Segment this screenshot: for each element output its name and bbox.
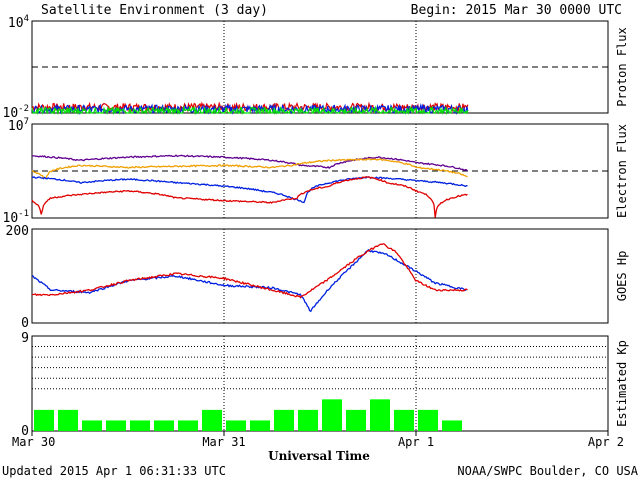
kp-bar [418,409,438,431]
y-tick-label: 200 [6,224,29,239]
electron-flux-y-label: Electron Flux [615,124,629,218]
kp-bar [250,420,270,431]
updated-label: Updated 2015 Apr 1 06:31:33 UTC [2,464,226,478]
electron-flux-frame [31,123,609,219]
electron-flux-series-red [31,175,468,218]
y-tick-label: 10-2 [3,104,30,121]
kp-bar [106,420,126,431]
estimated-kp-y-label: Estimated Kp [615,340,629,427]
goes-hp-panel: 200 0 GOES Hp [6,224,629,331]
kp-bar [226,420,246,431]
kp-bar [274,409,294,431]
kp-bar [58,409,78,431]
electron-flux-series-purple [31,154,469,172]
kp-bar [202,409,222,431]
kp-bar [130,420,150,431]
kp-bar [82,420,102,431]
y-tick-label: 9 [21,331,29,346]
goes-hp-series-red [31,243,468,299]
estimated-kp-frame [31,335,609,432]
kp-bar [394,409,414,431]
proton-flux-panel: 104 10-2 Proton Flux [3,14,630,121]
y-tick-label: 0 [21,316,29,331]
y-tick-label: 104 [8,14,29,31]
kp-bar [178,420,198,431]
electron-flux-series-blue [31,176,468,204]
x-tick-label: Apr 1 [398,435,434,449]
proton-series-green [31,105,469,116]
proton-flux-y-label: Proton Flux [615,27,629,106]
electron-flux-panel: 107 10-1 Electron Flux [3,117,630,226]
credit-label: NOAA/SWPC Boulder, CO USA [457,464,638,478]
y-tick-label: 107 [8,117,29,134]
kp-bar [370,399,390,431]
kp-bar [346,409,366,431]
kp-bar [442,420,462,431]
proton-flux-frame [31,20,609,114]
y-tick-label: 10-1 [3,209,30,226]
x-tick-label: Mar 30 [12,435,55,449]
goes-hp-series-blue [31,248,468,313]
y-tick-label: 0 [21,424,29,439]
x-axis-ticks: Mar 30 Mar 31 Apr 1 Apr 2 [12,431,624,449]
chart-title: Satellite Environment (3 day) [41,3,268,18]
goes-hp-frame [31,228,609,324]
kp-bar [322,399,342,431]
estimated-kp-panel: 9 0 Estimated Kp [21,331,629,439]
kp-bar [34,409,54,431]
x-tick-label: Mar 31 [202,435,245,449]
x-axis-label: Universal Time [268,449,370,463]
begin-label: Begin: 2015 Mar 30 0000 UTC [411,3,622,18]
goes-hp-y-label: GOES Hp [615,251,629,302]
kp-bar [298,409,318,431]
kp-bar [154,420,174,431]
electron-flux-series-orange [31,157,468,180]
x-tick-label: Apr 2 [588,435,624,449]
